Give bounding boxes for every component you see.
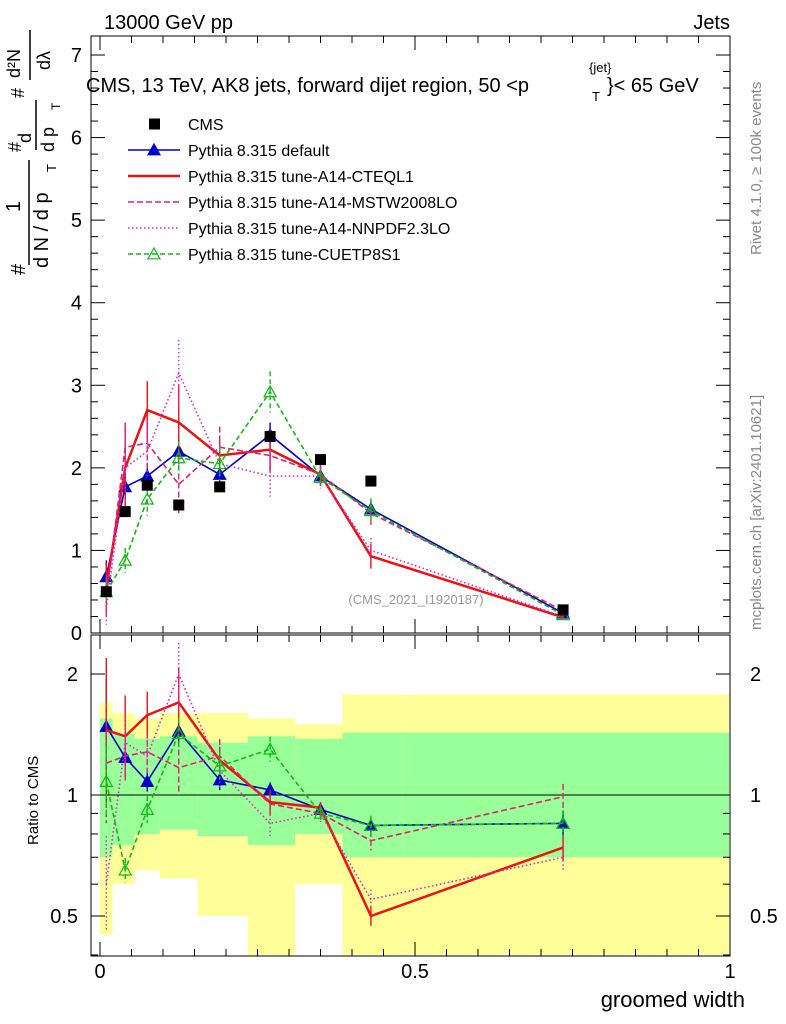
main-ytick-label: 1 xyxy=(71,540,82,562)
marker-cuetp xyxy=(313,470,328,484)
cms-data-point xyxy=(365,475,377,487)
header-right: Jets xyxy=(693,12,730,34)
series-cms-data xyxy=(100,430,569,616)
ratio-marker-cuetp xyxy=(99,774,114,787)
ratio-series xyxy=(99,643,571,933)
rivet-label: Rivet 4.1.0, ≥ 100k events xyxy=(748,82,765,255)
ratio-marker-cuetp xyxy=(212,758,227,772)
ratio-ytick-label-left: 0.5 xyxy=(50,906,78,928)
mcplots-label: mcplots.cern.ch [arXiv:2401.10621] xyxy=(748,395,765,630)
legend-label: Pythia 8.315 tune-A14-NNPDF2.3LO xyxy=(188,221,450,238)
main-ytick-label: 2 xyxy=(71,458,82,480)
marker-cuetp xyxy=(140,491,155,505)
ratio-marker-default xyxy=(140,774,155,787)
header-left: 13000 GeV pp xyxy=(104,12,233,34)
main-plot-frame xyxy=(90,35,731,634)
ylabel-dlambda: dλ xyxy=(34,51,54,70)
series-cuetp xyxy=(99,371,571,621)
ratio-ytick-label-left: 1 xyxy=(67,785,78,807)
plot-title-end: }< 65 GeV xyxy=(607,75,699,97)
ylabel-sub-1: T xyxy=(44,164,59,172)
plot-title-main: CMS, 13 TeV, AK8 jets, forward dijet reg… xyxy=(86,75,529,97)
ratio-ytick-label-right: 1 xyxy=(750,785,761,807)
main-ytick-label: 3 xyxy=(71,375,82,397)
legend-label: Pythia 8.315 tune-CUETP8S1 xyxy=(188,247,401,264)
ylabel-num-2: d xyxy=(15,133,35,143)
marker-cuetp xyxy=(212,456,227,470)
ylabel-hash-1: # xyxy=(8,263,30,275)
ratio-marker-cuetp xyxy=(556,816,571,829)
ylabel-d2n: d²N xyxy=(4,49,24,78)
cms-data-point xyxy=(141,479,153,491)
plot-title: CMS, 13 TeV, AK8 jets, forward dijet reg… xyxy=(86,75,529,97)
ratio-marker-cuetp xyxy=(140,802,155,815)
ylabel-hash-2: # xyxy=(5,142,25,152)
ratio-ytick-label-right: 0.5 xyxy=(750,906,778,928)
ratio-band-inner-1 xyxy=(112,733,135,846)
ratio-marker-cuetp xyxy=(363,818,378,831)
ylabel-den-2: d p xyxy=(38,127,58,152)
ratio-band-inner-6 xyxy=(295,738,343,834)
cms-data-point xyxy=(100,586,112,598)
main-ytick-label: 6 xyxy=(71,128,82,150)
cms-data-point xyxy=(214,481,226,493)
ratio-series-cuetp xyxy=(99,718,571,883)
ylabel-hash-3: # xyxy=(8,88,28,98)
ratio-line-cuetp xyxy=(105,732,564,874)
ratio-marker-cuetp xyxy=(171,726,186,740)
legend-label: Pythia 8.315 tune-A14-MSTW2008LO xyxy=(188,195,457,212)
xtick-label: 0 xyxy=(94,961,105,983)
cms-data-point xyxy=(173,499,185,511)
legend-label: Pythia 8.315 tune-A14-CTEQL1 xyxy=(188,169,414,186)
series-line-mstw xyxy=(105,442,564,612)
legend: CMS Pythia 8.315 default Pythia 8.315 tune… xyxy=(128,117,457,264)
ylabel-den-1: d N / d p xyxy=(31,192,53,268)
legend-marker-cuetp xyxy=(146,246,162,260)
ratio-marker-cuetp xyxy=(118,862,133,876)
main-ytick-label: 5 xyxy=(71,210,82,232)
plot-title-sup: {jet} xyxy=(589,60,612,75)
ratio-band-inner-4 xyxy=(197,742,249,837)
axis-ticks: 0 1 2 3 4 5 6 7 0 0.5 1 0.5 0.5 1 1 2 2 xyxy=(50,36,778,983)
plot-title-sub: T xyxy=(592,89,600,104)
marker-cuetp xyxy=(363,503,378,517)
analysis-watermark: (CMS_2021_I1920187) xyxy=(348,592,483,607)
series-line-default xyxy=(105,433,564,614)
legend-label: CMS xyxy=(188,117,224,134)
ratio-ytick-label-right: 2 xyxy=(750,664,761,686)
xtick-label: 1 xyxy=(724,961,735,983)
series-line-cteql1 xyxy=(105,408,564,619)
cms-data-point xyxy=(264,430,276,442)
legend-marker-default xyxy=(146,142,162,156)
xtick-label: 0.5 xyxy=(401,961,429,983)
cms-data-point xyxy=(119,506,131,518)
marker-cuetp xyxy=(171,450,186,464)
main-ytick-label: 7 xyxy=(71,45,82,67)
ratio-marker-cuetp xyxy=(263,741,278,755)
marker-cuetp xyxy=(263,384,278,398)
marker-cuetp xyxy=(118,553,133,566)
series-line-nnpdf xyxy=(105,370,564,618)
ratio-y-axis-label: Ratio to CMS xyxy=(25,756,42,845)
main-series xyxy=(99,339,571,625)
main-ytick-label: 0 xyxy=(71,623,82,645)
series-mstw xyxy=(105,418,564,617)
x-axis-label: groomed width xyxy=(601,987,745,1012)
ratio-marker-cuetp xyxy=(313,806,328,819)
ylabel-num-1: 1 xyxy=(3,201,25,212)
legend-marker-cms xyxy=(149,118,160,130)
series-default xyxy=(99,422,571,619)
cms-data-point xyxy=(557,604,569,616)
cms-data-point xyxy=(315,454,326,466)
main-y-axis-label: # 1 d N / d p T # d d p T # d²N dλ xyxy=(3,30,63,275)
legend-label: Pythia 8.315 default xyxy=(188,143,330,160)
main-ytick-label: 4 xyxy=(71,293,82,315)
ylabel-sub-2: T xyxy=(49,102,63,110)
series-nnpdf xyxy=(105,339,564,625)
ratio-ytick-label-left: 2 xyxy=(67,664,78,686)
